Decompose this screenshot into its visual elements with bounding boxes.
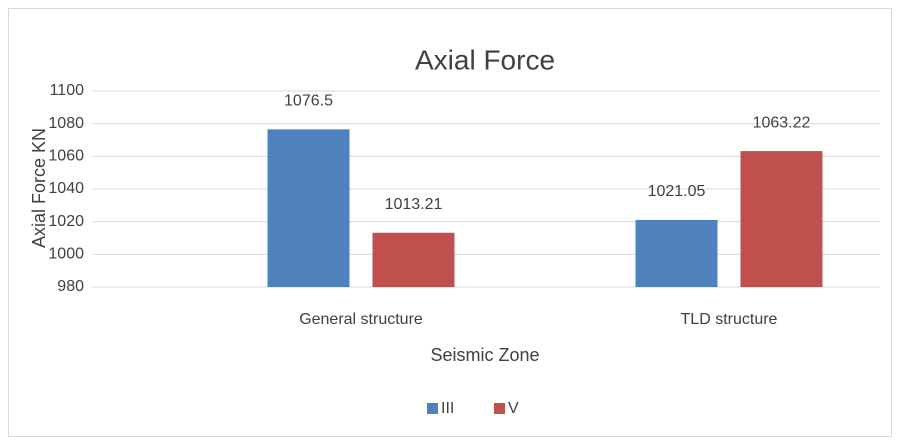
x-tick-label: General structure: [299, 311, 423, 328]
y-tick-label: 1060: [48, 148, 84, 165]
bar: [267, 129, 350, 287]
chart-title: Axial Force: [415, 44, 555, 75]
y-tick-label: 1020: [48, 213, 84, 230]
data-label: 1013.21: [385, 196, 443, 213]
x-tick-label: TLD structure: [681, 311, 778, 328]
y-tick-label: 1040: [48, 180, 84, 197]
y-tick-label: 1100: [50, 82, 85, 99]
y-tick-label: 980: [57, 278, 84, 295]
data-label: 1021.05: [648, 183, 706, 200]
legend-swatch: [494, 403, 505, 414]
bar: [740, 151, 823, 287]
data-label: 1063.22: [753, 114, 811, 131]
y-tick-label: 1080: [48, 115, 84, 132]
y-axis-title: Axial Force KN: [29, 128, 49, 248]
y-tick-label: 1000: [48, 246, 84, 263]
data-label: 1076.5: [284, 93, 333, 110]
x-axis-title: Seismic Zone: [430, 345, 539, 365]
bar: [635, 219, 718, 287]
legend-swatch: [427, 403, 438, 414]
legend-label: V: [508, 400, 519, 417]
bar: [372, 232, 455, 287]
legend-label: III: [441, 400, 454, 417]
